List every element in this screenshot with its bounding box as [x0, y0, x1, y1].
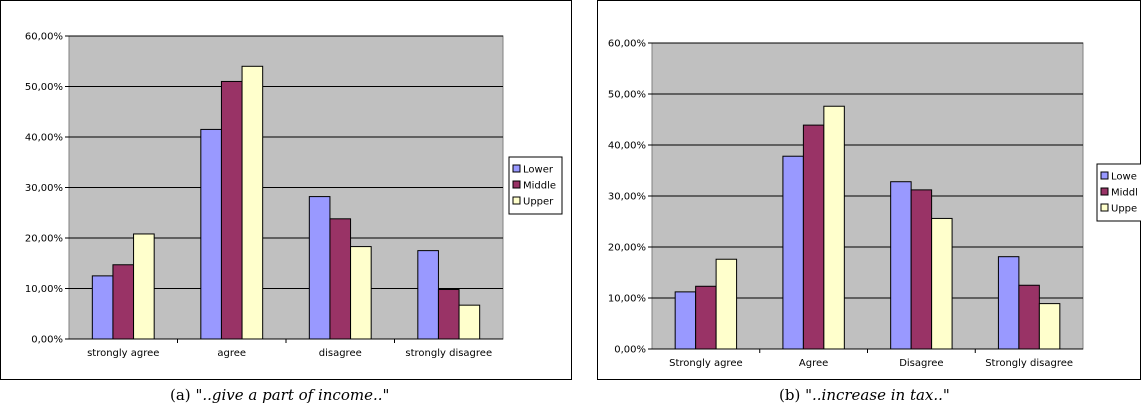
chart-b-category-label: Disagree	[899, 358, 943, 369]
caption-b-text: "..increase in tax.."	[805, 386, 950, 404]
chart-a-bar-upper-1	[241, 65, 264, 340]
chart-b-bar-middl-2	[910, 189, 933, 350]
chart-b-legend-swatch	[1100, 187, 1109, 196]
chart-b-bar-lowe-0	[674, 291, 697, 350]
chart-a-bar-middle-0	[112, 264, 135, 340]
chart-a-svg: 0,00% 10,00% 20,00% 30,00% 40,00% 50,00% 60,00…	[0, 0, 572, 380]
chart-b-bar-uppe-1	[823, 105, 845, 350]
chart-b-bar-lowe-1	[782, 155, 804, 350]
chart-a-bar-lower-0	[91, 275, 114, 340]
caption-a-label: (a)	[170, 386, 191, 404]
chart-b-legend-label: Uppe	[1111, 204, 1137, 215]
chart-a-bar-lower-2	[308, 196, 331, 340]
chart-b-legend-swatch	[1100, 203, 1109, 212]
chart-a-legend-label: Middle	[523, 181, 556, 192]
caption-a: (a) "..give a part of income.."	[170, 386, 389, 404]
chart-a-bar-upper-2	[350, 246, 372, 340]
chart-a-category-label: agree	[217, 348, 246, 359]
chart-b-category-label: Strongly agree	[669, 358, 743, 369]
chart-a-bar-upper-0	[133, 233, 155, 340]
chart-b-bar-middl-1	[802, 124, 825, 350]
chart-b-bar-uppe-3	[1038, 303, 1061, 350]
chart-a-category-label: strongly agree	[87, 348, 159, 359]
chart-a-ytick-label: 0,00%	[31, 335, 63, 346]
chart-a-bar-middle-3	[437, 289, 460, 340]
chart-b-bar-uppe-0	[715, 258, 738, 350]
chart-a-legend-swatch	[512, 196, 521, 205]
chart-a-ytick-label: 10,00%	[25, 284, 63, 295]
chart-b-ytick-label: 30,00%	[608, 192, 646, 203]
chart-b-bar-lowe-2	[890, 181, 912, 350]
chart-a-legend-swatch	[512, 180, 521, 189]
chart-a-ytick-label: 30,00%	[25, 183, 63, 194]
chart-b-category-label: Strongly disagree	[985, 358, 1073, 369]
caption-b: (b) "..increase in tax.."	[779, 386, 950, 404]
chart-a-legend-swatch	[512, 164, 521, 173]
chart-a-legend-label: Lower	[523, 165, 554, 176]
chart-b-ytick-label: 20,00%	[608, 243, 646, 254]
chart-b-ytick-label: 40,00%	[608, 141, 646, 152]
chart-b-legend-label: Middl	[1111, 188, 1138, 199]
chart-b-category-label: Agree	[799, 358, 828, 369]
chart-a-ytick-label: 20,00%	[25, 234, 63, 245]
chart-a-bar-lower-1	[200, 128, 222, 340]
chart-b-bar-middl-0	[695, 285, 717, 350]
chart-a-bar-middle-1	[220, 80, 243, 340]
caption-a-text: "..give a part of income.."	[195, 386, 390, 404]
chart-a-bar-middle-2	[329, 218, 352, 340]
chart-a-ytick-label: 60,00%	[25, 32, 63, 43]
chart-b-bar-middl-3	[1018, 284, 1040, 350]
chart-b-legend-swatch	[1100, 171, 1109, 180]
caption-b-label: (b)	[779, 386, 801, 404]
chart-b-ytick-label: 10,00%	[608, 294, 646, 305]
chart-a-bar-upper-3	[458, 304, 481, 340]
chart-a-category-label: strongly disagree	[405, 348, 492, 359]
chart-b-svg: 0,00% 10,00% 20,00% 30,00% 40,00% 50,00% 60,00…	[597, 0, 1141, 380]
chart-a-category-label: disagree	[319, 348, 362, 359]
chart-b-ytick-label: 0,00%	[614, 345, 646, 356]
chart-b-legend-label: Lowe	[1111, 172, 1137, 183]
chart-give-part-of-income: 0,00% 10,00% 20,00% 30,00% 40,00% 50,00% 60,00…	[0, 0, 572, 380]
chart-increase-in-tax: 0,00% 10,00% 20,00% 30,00% 40,00% 50,00% 60,00…	[597, 0, 1141, 380]
chart-b-ytick-label: 50,00%	[608, 90, 646, 101]
chart-a-ytick-label: 50,00%	[25, 82, 63, 93]
chart-a-ytick-label: 40,00%	[25, 133, 63, 144]
chart-a-bar-lower-3	[417, 250, 439, 340]
chart-a-legend-label: Upper	[523, 197, 554, 208]
chart-b-ytick-label: 60,00%	[608, 39, 646, 50]
chart-b-bar-lowe-3	[997, 256, 1020, 350]
chart-b-bar-uppe-2	[931, 217, 953, 350]
